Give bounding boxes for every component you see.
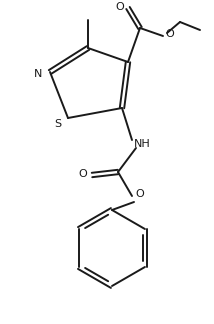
Text: N: N bbox=[34, 69, 42, 79]
Text: O: O bbox=[136, 189, 144, 199]
Text: O: O bbox=[166, 29, 174, 39]
Text: O: O bbox=[79, 169, 87, 179]
Text: O: O bbox=[116, 2, 124, 12]
Text: NH: NH bbox=[134, 139, 150, 149]
Text: S: S bbox=[54, 119, 62, 129]
